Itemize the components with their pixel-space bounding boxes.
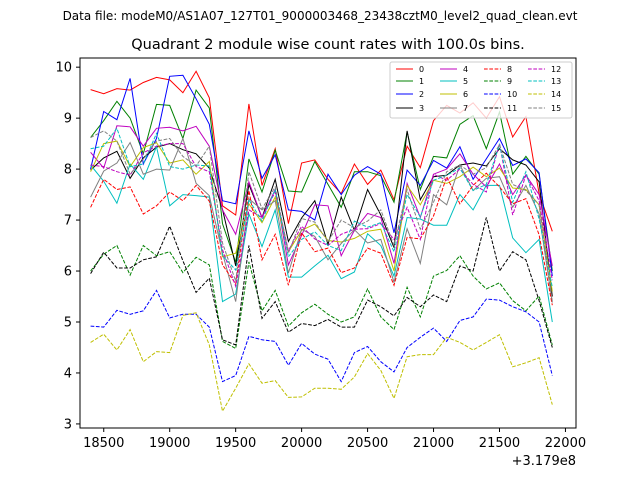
x-tick-label: 21500 — [479, 436, 520, 451]
series-line-8 — [90, 172, 553, 306]
legend-label-11: 11 — [507, 104, 517, 113]
series-line-10 — [90, 289, 553, 383]
legend-label-14: 14 — [551, 90, 561, 99]
series-line-12 — [90, 143, 553, 289]
y-tick-label: 7 — [64, 214, 72, 229]
legend-label-13: 13 — [551, 77, 561, 86]
chart-title: Quadrant 2 module wise count rates with … — [131, 37, 525, 53]
legend-label-10: 10 — [507, 90, 517, 99]
y-tick-label: 10 — [55, 61, 72, 76]
legend-label-3: 3 — [419, 104, 424, 113]
x-tick-label: 20500 — [347, 436, 388, 451]
legend-label-7: 7 — [463, 104, 468, 113]
series-line-11 — [90, 217, 553, 348]
plot-frame — [79, 57, 577, 429]
y-tick-label: 3 — [64, 417, 72, 432]
data-file-suptitle: Data file: modeM0/AS1A07_127T01_90000034… — [63, 9, 578, 23]
legend-label-6: 6 — [463, 90, 468, 99]
legend-label-15: 15 — [551, 104, 561, 113]
legend-box — [389, 61, 573, 119]
y-tick-label: 9 — [64, 112, 72, 127]
series-line-14 — [90, 312, 553, 413]
x-tick-label: 22000 — [545, 436, 586, 451]
y-tick-label: 8 — [64, 163, 72, 178]
y-tick-label: 4 — [64, 366, 72, 381]
y-tick-label: 5 — [64, 315, 72, 330]
legend-label-9: 9 — [507, 77, 512, 86]
series-line-5 — [90, 145, 553, 323]
legend-label-1: 1 — [419, 77, 424, 86]
series-line-6 — [90, 140, 553, 292]
legend-label-12: 12 — [551, 65, 561, 74]
series-line-1 — [90, 88, 553, 272]
x-tick-label: 19000 — [149, 436, 190, 451]
legend-label-4: 4 — [463, 65, 468, 74]
x-tick-label: 18500 — [83, 436, 124, 451]
series-line-4 — [90, 125, 553, 267]
y-tick-label: 6 — [64, 265, 72, 280]
series-line-15 — [90, 130, 553, 302]
legend-label-2: 2 — [419, 90, 424, 99]
x-offset-label: +3.179e8 — [512, 454, 576, 469]
legend-label-8: 8 — [507, 65, 512, 74]
y-axis-ticks: 3 4 5 6 7 8 9 10 — [55, 61, 80, 432]
x-tick-label: 19500 — [215, 436, 256, 451]
series-line-9 — [90, 244, 553, 350]
plot-area-lines — [90, 70, 553, 413]
x-axis-ticks: 18500 19000 19500 20000 20500 21000 21500 22000 — [83, 428, 586, 451]
legend-label-5: 5 — [463, 77, 468, 86]
x-tick-label: 20000 — [281, 436, 322, 451]
legend-label-0: 0 — [419, 65, 424, 74]
series-line-7 — [90, 137, 553, 303]
x-tick-label: 21000 — [413, 436, 454, 451]
